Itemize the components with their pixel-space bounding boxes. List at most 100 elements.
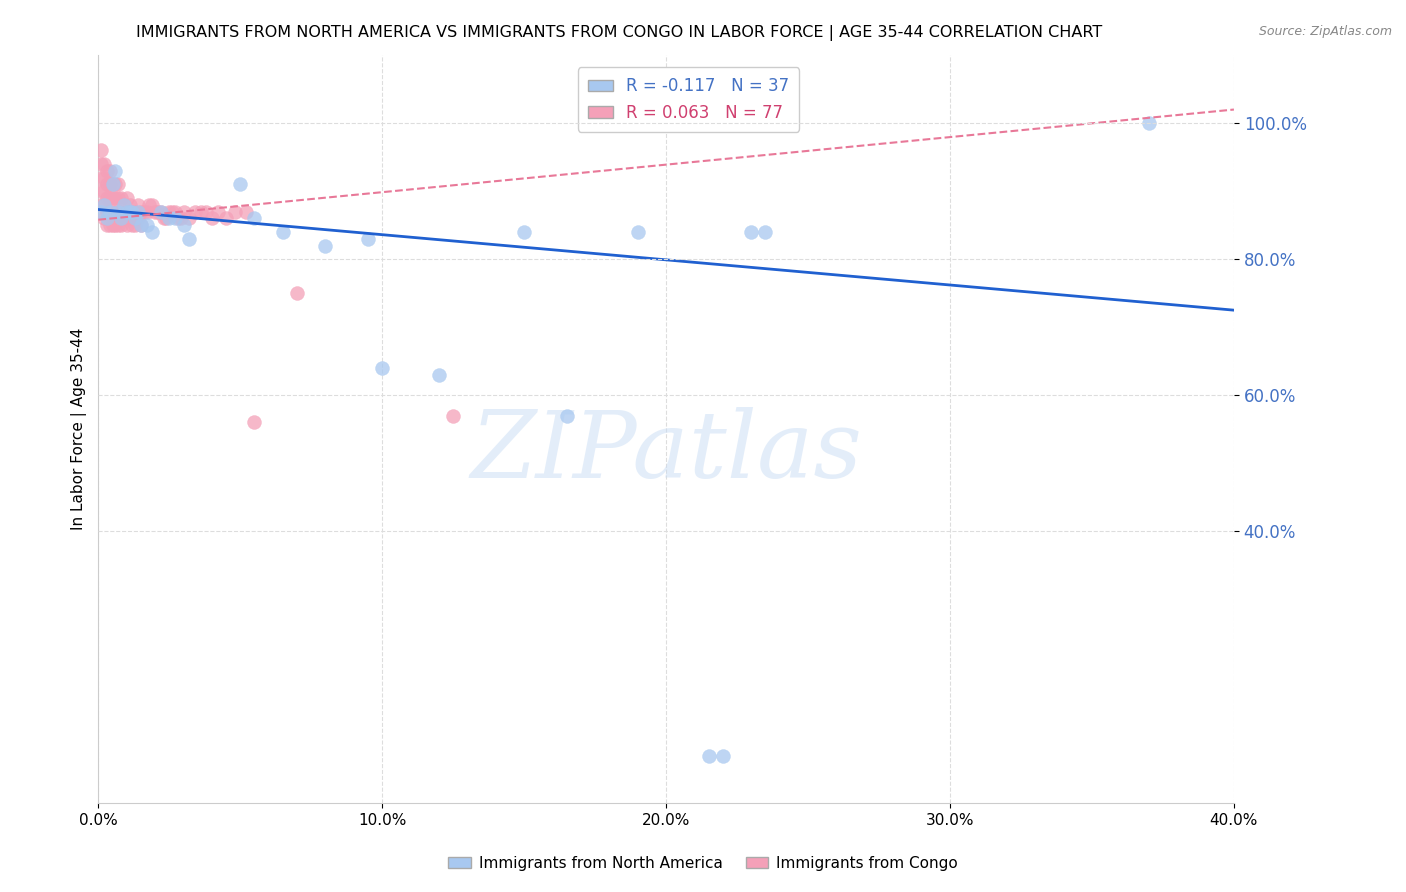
Point [101, 191, 124, 205]
Point [149, 204, 172, 219]
Point [138, 198, 160, 212]
Point [271, 225, 294, 239]
Point [115, 204, 138, 219]
Point [124, 204, 146, 219]
Point [101, 204, 124, 219]
Point [104, 204, 127, 219]
Point [107, 204, 129, 219]
Point [115, 204, 138, 219]
Point [121, 204, 143, 219]
Point [98, 204, 121, 219]
Point [115, 191, 138, 205]
Point [98, 204, 121, 219]
Point [141, 198, 163, 212]
Point [96, 211, 118, 226]
Point [110, 191, 132, 205]
Point [104, 163, 127, 178]
Point [118, 198, 141, 212]
Point [207, 204, 229, 219]
Point [697, 748, 720, 763]
Point [90, 204, 112, 219]
Point [101, 218, 124, 232]
Point [90, 198, 112, 212]
Point [110, 218, 132, 232]
Point [96, 163, 118, 178]
Point [173, 204, 195, 219]
Point [107, 191, 129, 205]
Point [160, 204, 183, 219]
Point [173, 218, 195, 232]
Point [127, 204, 149, 219]
Point [157, 211, 180, 226]
Point [184, 204, 207, 219]
Point [235, 204, 257, 219]
Point [243, 416, 266, 430]
Point [104, 178, 127, 192]
Point [357, 232, 380, 246]
Point [163, 211, 186, 226]
Point [112, 211, 135, 226]
Point [96, 204, 118, 219]
Point [155, 211, 177, 226]
Point [371, 361, 394, 376]
Point [93, 198, 115, 212]
Point [127, 211, 149, 226]
Point [555, 409, 578, 423]
Point [135, 204, 157, 219]
Point [96, 218, 118, 232]
Point [166, 211, 188, 226]
Point [124, 211, 146, 226]
Point [441, 409, 464, 423]
Point [110, 211, 132, 226]
Point [124, 218, 146, 232]
Point [513, 225, 536, 239]
Point [143, 204, 166, 219]
Point [96, 191, 118, 205]
Point [135, 218, 157, 232]
Point [93, 157, 115, 171]
Point [93, 184, 115, 198]
Point [93, 198, 115, 212]
Point [740, 225, 762, 239]
Point [98, 163, 121, 178]
Point [121, 218, 143, 232]
Point [90, 157, 112, 171]
Point [179, 211, 201, 226]
Point [107, 218, 129, 232]
Point [427, 368, 450, 382]
Point [93, 170, 115, 185]
Point [129, 204, 152, 219]
Point [112, 198, 135, 212]
Point [90, 144, 112, 158]
Point [90, 184, 112, 198]
Point [121, 204, 143, 219]
Point [101, 178, 124, 192]
Point [98, 178, 121, 192]
Point [107, 178, 129, 192]
Point [115, 218, 138, 232]
Point [104, 191, 127, 205]
Point [190, 204, 212, 219]
Point [110, 204, 132, 219]
Point [96, 178, 118, 192]
Point [129, 218, 152, 232]
Text: IMMIGRANTS FROM NORTH AMERICA VS IMMIGRANTS FROM CONGO IN LABOR FORCE | AGE 35-4: IMMIGRANTS FROM NORTH AMERICA VS IMMIGRA… [135, 25, 1102, 41]
Point [90, 170, 112, 185]
Point [229, 178, 252, 192]
Point [141, 225, 163, 239]
Legend: Immigrants from North America, Immigrants from Congo: Immigrants from North America, Immigrant… [441, 850, 965, 877]
Point [149, 204, 172, 219]
Point [112, 198, 135, 212]
Point [101, 178, 124, 192]
Point [314, 238, 336, 252]
Point [224, 204, 246, 219]
Point [627, 225, 650, 239]
Point [129, 218, 152, 232]
Y-axis label: In Labor Force | Age 35-44: In Labor Force | Age 35-44 [72, 328, 87, 531]
Point [132, 204, 155, 219]
Point [754, 225, 776, 239]
Text: Source: ZipAtlas.com: Source: ZipAtlas.com [1258, 25, 1392, 38]
Point [118, 211, 141, 226]
Point [146, 204, 169, 219]
Point [104, 218, 127, 232]
